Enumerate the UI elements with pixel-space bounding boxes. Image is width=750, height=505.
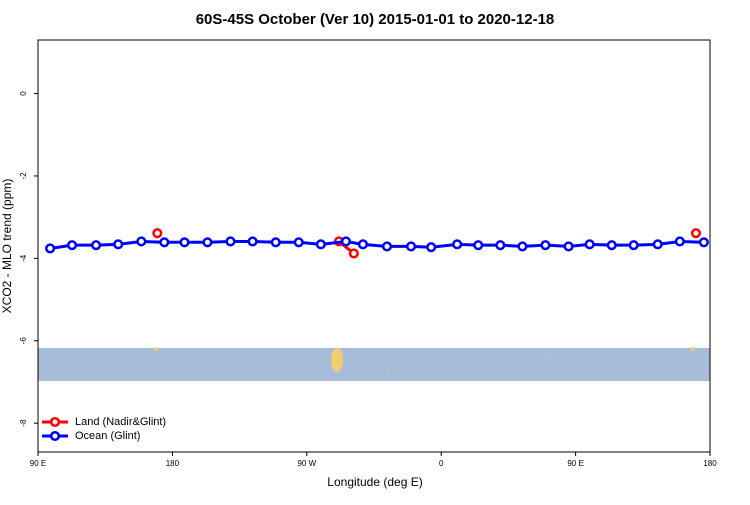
data-point <box>136 236 147 247</box>
data-point <box>690 228 702 239</box>
series-line <box>339 233 696 253</box>
y-tick-label: -8 <box>19 419 28 427</box>
y-tick-label: 0 <box>19 91 28 96</box>
x-tick-label: 180 <box>703 459 717 468</box>
data-point <box>628 240 639 251</box>
data-point <box>540 240 551 251</box>
data-point <box>340 236 351 247</box>
y-tick-label: -4 <box>19 254 28 262</box>
legend-marker <box>49 430 61 442</box>
plot-frame <box>37 39 711 453</box>
data-point <box>159 237 170 248</box>
map-band <box>38 348 710 381</box>
data-point <box>66 240 78 251</box>
land-shapes <box>154 347 695 372</box>
x-axis-label: Longitude (deg E) <box>327 475 422 489</box>
y-tick-label: -6 <box>19 337 28 345</box>
series-line <box>49 239 704 250</box>
data-point <box>91 240 102 251</box>
data-point <box>113 239 124 250</box>
data-point <box>315 239 326 250</box>
data-point <box>247 236 258 247</box>
data-point <box>293 237 304 248</box>
data-point <box>606 240 617 251</box>
x-tick-label: 90 E <box>30 459 46 468</box>
data-point <box>674 236 685 247</box>
data-point <box>381 241 393 252</box>
x-tick-label: 90 E <box>567 459 583 468</box>
data-point <box>357 239 368 250</box>
data-point <box>563 241 574 252</box>
data-point <box>225 236 236 247</box>
y-tick-label: -2 <box>19 172 28 180</box>
legend-label: Ocean (Glint) <box>75 430 140 442</box>
data-point <box>698 237 709 248</box>
data-point <box>517 241 528 252</box>
data-point <box>348 248 359 259</box>
data-point <box>426 242 437 253</box>
x-tick-label: 180 <box>166 459 180 468</box>
data-point <box>405 241 417 252</box>
data-point <box>179 237 190 248</box>
y-axis-label: XCO2 - MLO trend (ppm) <box>0 179 14 314</box>
data-point <box>495 240 506 251</box>
data-point <box>473 240 484 251</box>
data-point <box>452 239 463 250</box>
data-point <box>270 237 281 248</box>
legend-marker <box>49 416 61 428</box>
data-point <box>152 228 163 239</box>
data-point <box>202 237 213 248</box>
chart-title: 60S-45S October (Ver 10) 2015-01-01 to 2… <box>196 11 555 28</box>
x-tick-label: 0 <box>439 459 444 468</box>
x-tick-label: 90 W <box>297 459 316 468</box>
data-point <box>584 239 595 250</box>
data-point <box>45 243 56 254</box>
legend-label: Land (Nadir&Glint) <box>75 416 166 428</box>
data-point <box>652 239 663 250</box>
